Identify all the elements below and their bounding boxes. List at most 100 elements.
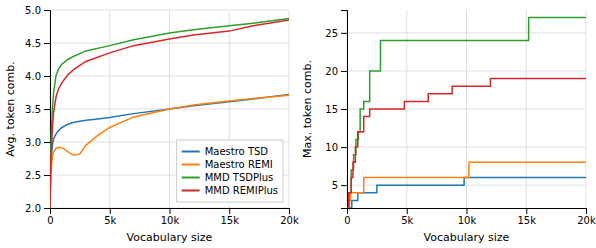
tick-mark xyxy=(110,208,111,214)
tick-label: 15k xyxy=(220,215,239,226)
tick: 2.5 xyxy=(25,170,50,181)
tick-label: 2.5 xyxy=(25,170,41,181)
y-axis: 2.0 2.5 3.0 3.5 4.0 4.5 5.0 xyxy=(25,5,50,214)
legend-label: MMD TSDPlus xyxy=(205,172,274,183)
tick-label: 10k xyxy=(458,215,477,226)
x-axis-title: Vocabulary size xyxy=(127,231,213,244)
series-line xyxy=(50,19,289,208)
tick-label: 20k xyxy=(280,215,299,226)
tick-label: 15k xyxy=(517,215,536,226)
legend-label: Maestro TSD xyxy=(205,146,269,157)
grid-line-y xyxy=(50,76,289,77)
tick-label: 2.0 xyxy=(25,203,41,214)
tick-mark xyxy=(44,10,50,11)
tick-label: 4.5 xyxy=(25,38,41,49)
tick-label: 5k xyxy=(104,215,116,226)
tick-label: 10k xyxy=(161,215,180,226)
x-axis: 0 5k 10k 15k 20k xyxy=(344,208,596,226)
tick-mark xyxy=(341,33,347,34)
tick-mark xyxy=(467,208,468,214)
series-line xyxy=(347,178,586,208)
grid xyxy=(347,10,586,208)
tick: 0 xyxy=(344,208,350,226)
x-axis-title: Vocabulary size xyxy=(424,231,510,244)
tick-mark xyxy=(341,109,347,110)
tick-label: 3.0 xyxy=(25,137,41,148)
tick-mark xyxy=(526,208,527,214)
tick-label: 10 xyxy=(325,142,338,153)
tick: 3.5 xyxy=(25,104,50,115)
tick-label: 20k xyxy=(577,215,596,226)
tick: 10 xyxy=(325,142,347,153)
tick: 0 xyxy=(47,208,53,226)
panel: 0 5k 10k 15k 20k 5 10 15 20 25 Vocabulary size Max.… xyxy=(301,10,596,244)
series-line xyxy=(50,20,289,208)
tick-mark xyxy=(170,208,171,214)
grid xyxy=(50,10,289,208)
grid-line-y xyxy=(347,32,586,33)
y-axis-title: Avg. token comb. xyxy=(4,61,17,157)
tick-label: 0 xyxy=(344,215,350,226)
tick-label: 15 xyxy=(325,104,338,115)
tick-mark xyxy=(44,142,50,143)
tick-mark xyxy=(407,208,408,214)
tick: 20k xyxy=(280,208,299,226)
tick: 5k xyxy=(401,208,413,226)
legend-box xyxy=(177,140,283,202)
tick: 20 xyxy=(325,66,347,77)
tick-mark xyxy=(44,175,50,176)
tick-mark xyxy=(289,208,290,214)
tick-label: 20 xyxy=(325,66,338,77)
legend: Maestro TSD Maestro REMI MMD TSDPlus MMD RE… xyxy=(177,140,283,202)
series-line xyxy=(50,95,289,208)
tick-label: 0 xyxy=(47,215,53,226)
legend-label: MMD REMIPlus xyxy=(205,185,278,196)
tick: 15k xyxy=(220,208,239,226)
axis-line xyxy=(341,11,348,209)
tick-mark xyxy=(341,71,347,72)
tick: 2.0 xyxy=(25,203,50,214)
tick-label: 5 xyxy=(332,180,338,191)
x-axis: 0 5k 10k 15k 20k xyxy=(47,208,299,226)
tick-label: 5.0 xyxy=(25,5,41,16)
tick: 25 xyxy=(325,28,347,39)
tick: 20k xyxy=(577,208,596,226)
tick: 15 xyxy=(325,104,347,115)
plot-area xyxy=(347,18,586,208)
tick-label: 5k xyxy=(401,215,413,226)
tick-mark xyxy=(341,147,347,148)
tick-mark xyxy=(586,208,587,214)
series-line xyxy=(347,79,586,208)
tick: 10k xyxy=(161,208,180,226)
legend-swatch xyxy=(182,164,200,166)
tick-label: 3.5 xyxy=(25,104,41,115)
grid-line-y xyxy=(347,147,586,148)
axis-line xyxy=(44,11,51,209)
legend-swatch xyxy=(182,177,200,179)
tick: 4.0 xyxy=(25,71,50,82)
tick-label: 4.0 xyxy=(25,71,41,82)
y-axis-title: Max. token comb. xyxy=(301,60,314,158)
tick-mark xyxy=(341,185,347,186)
axis-line xyxy=(348,209,587,215)
series-line xyxy=(347,162,586,208)
tick: 15k xyxy=(517,208,536,226)
legend-swatch xyxy=(182,190,200,192)
tick-label: 25 xyxy=(325,28,338,39)
grid-line-y xyxy=(50,10,289,11)
tick: 5k xyxy=(104,208,116,226)
tick-mark xyxy=(44,76,50,77)
tick: 5 xyxy=(332,180,347,191)
tick: 4.5 xyxy=(25,38,50,49)
legend-label: Maestro REMI xyxy=(205,159,273,170)
tick: 10k xyxy=(458,208,477,226)
tick-mark xyxy=(44,208,50,209)
y-axis: 5 10 15 20 25 xyxy=(325,11,347,209)
plot-area xyxy=(50,19,289,208)
tick-mark xyxy=(44,43,50,44)
tick: 5.0 xyxy=(25,5,50,16)
tick: 3.0 xyxy=(25,137,50,148)
series-line xyxy=(347,18,586,208)
series-line xyxy=(50,94,289,208)
tick-mark xyxy=(44,109,50,110)
